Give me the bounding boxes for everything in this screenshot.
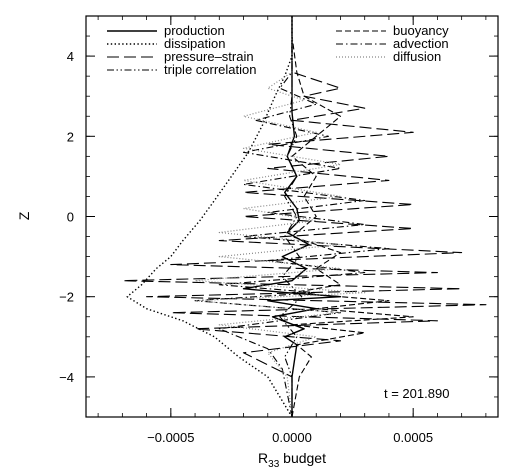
legend-label-dissipation: dissipation bbox=[164, 36, 225, 51]
x-tick-label: 0.0005 bbox=[393, 430, 433, 445]
legend: productiondissipationpressure–straintrip… bbox=[107, 23, 449, 77]
legend-label-buoyancy: buoyancy bbox=[393, 23, 449, 38]
y-axis-label: Z bbox=[16, 211, 32, 220]
series-line-pressure-strain bbox=[121, 36, 487, 417]
x-tick-label: 0.0000 bbox=[272, 430, 312, 445]
y-tick-label: 2 bbox=[67, 129, 74, 144]
legend-label-pressure-strain: pressure–strain bbox=[164, 49, 254, 64]
y-tick-label: 4 bbox=[67, 49, 74, 64]
series-line-diffusion bbox=[194, 36, 366, 418]
series-layer bbox=[121, 16, 487, 418]
y-tick-label: 0 bbox=[67, 210, 74, 225]
series-line-dissipation bbox=[126, 16, 293, 418]
x-axis-label-suffix: budget bbox=[279, 450, 326, 466]
series-line-advection bbox=[194, 36, 390, 418]
y-tick-label: −4 bbox=[59, 370, 74, 385]
legend-label-triple-correlation: triple correlation bbox=[164, 62, 257, 77]
legend-label-advection: advection bbox=[393, 36, 449, 51]
series-line-buoyancy bbox=[291, 36, 414, 418]
x-axis-label: R33 budget bbox=[258, 450, 326, 470]
y-tick-label: −2 bbox=[59, 290, 74, 305]
axis-ticks: −0.0005 0.0000 0.0005 −4 −2 0 2 4 bbox=[59, 15, 498, 445]
legend-label-diffusion: diffusion bbox=[393, 49, 441, 64]
series-line-triple-correlation bbox=[279, 16, 303, 417]
time-annotation: t = 201.890 bbox=[384, 386, 449, 401]
x-axis-label-subscript: 33 bbox=[268, 459, 280, 470]
x-tick-label: −0.0005 bbox=[147, 430, 194, 445]
legend-label-production: production bbox=[164, 23, 225, 38]
series-line-production bbox=[242, 16, 342, 417]
x-axis-label-prefix: R bbox=[258, 450, 268, 466]
